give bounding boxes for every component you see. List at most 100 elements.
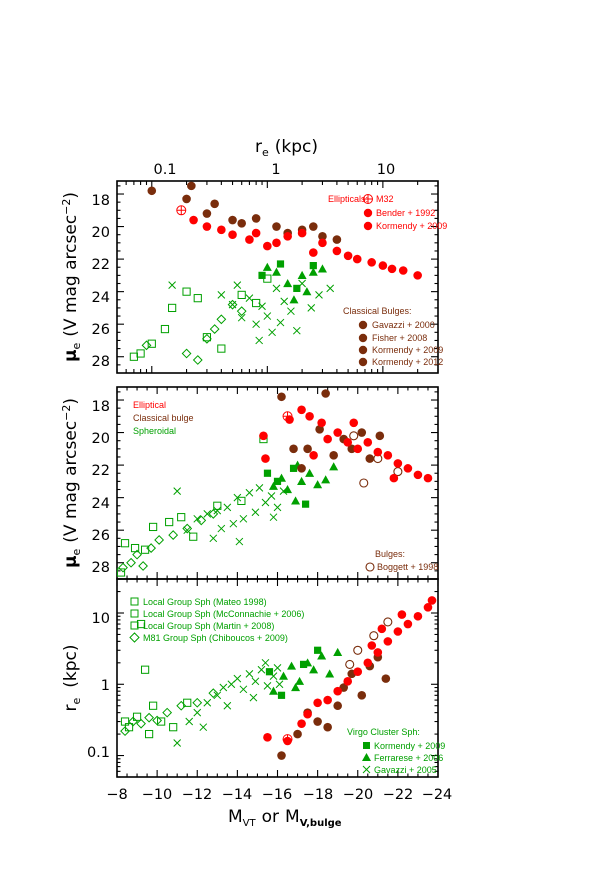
sph-filled-square-point [309,262,317,270]
sph-cross-point [252,320,260,329]
x-tick-label: −24 [422,787,453,803]
x-tick-label: −10 [142,787,173,803]
sph-diamond-point [128,716,138,727]
sph-cross-point [209,534,218,543]
legend-title-virgo: Virgo Cluster Sph: [347,727,420,737]
legend-label-m32: M32 [376,194,394,204]
sph-cross-point [213,506,222,515]
sph-filled-square-point [299,660,308,669]
sph-diamond-point [138,561,148,571]
elliptical-point [343,438,353,447]
elliptical-point [309,451,318,460]
sph-cross-point [203,510,212,518]
sph-triangle-point [297,476,307,485]
y-tick-label: 20 [92,431,110,447]
sph-diamond-point [182,523,193,534]
bulge-open-point [359,478,369,488]
sph-square-point [120,539,130,548]
elliptical-point [202,222,212,231]
sph-cross-point [287,307,295,316]
y-tick-label: 28 [92,560,110,576]
sph-square-point [252,298,261,308]
elliptical-point [343,251,353,261]
sph-triangle-point [289,295,299,304]
sph-square-point [168,303,177,313]
legend-classical-bulge: Classical bulge [133,413,194,423]
sph-cross-point [199,723,208,732]
elliptical-point [367,258,376,267]
bulge-point [237,219,246,228]
sph-filled-square-point [293,284,301,292]
elliptical-point [217,225,226,235]
elliptical-point [259,431,268,441]
sph-diamond-point [208,688,219,699]
sph-diamond-point [146,543,157,553]
elliptical-point [387,264,397,274]
sph-cross-point [223,701,232,710]
elliptical-point [397,610,407,619]
sph-diamond-point [126,557,136,568]
sph-square-point [202,333,212,342]
bulge-point [182,194,191,204]
bulge-point [210,199,219,209]
elliptical-point [427,596,437,605]
sph-diamond-point [192,355,203,365]
x-tick-label: −16 [262,787,293,803]
bulge-point [187,181,196,191]
m32-point [282,411,293,422]
legend-label-gavazzi: Gavazzi + 2000 [372,320,435,330]
elliptical-point [228,230,237,239]
sph-cross-point [233,674,242,683]
y-tick-label: 24 [92,290,110,306]
legend-label-k2009: Kormendy + 2009 [372,345,443,355]
sph-diamond-point [154,535,165,545]
sph-filled-square-point [276,260,285,268]
sph-triangle-point [283,279,293,288]
y-tick-label: 26 [92,528,110,544]
top-tick-label: 0.1 [153,162,176,178]
bulge-open-point [349,431,359,441]
sph-diamond-point [162,707,173,718]
sph-diamond-point [132,549,142,560]
x-tick-label: −8 [106,787,127,803]
elliptical-point [377,624,387,634]
sph-filled-square-point [265,668,274,676]
top-tick-label: 10 [377,162,395,178]
sph-cross-point [249,693,258,702]
elliptical-point [353,667,363,677]
sph-square-point [130,543,140,553]
elliptical-point [263,241,272,251]
sph-cross-point [245,294,254,303]
legend-marker-kormendy-virgo [363,742,370,749]
elliptical-point [352,254,362,264]
bulge-point [147,186,157,196]
y-tick-label: 24 [92,496,110,512]
sph-diamond-point [118,562,128,573]
sph-triangle-point [309,665,319,674]
sph-square-point [129,352,138,361]
sph-cross-point [268,328,276,337]
bulge-point [321,389,330,398]
sph-triangle-point [277,473,287,482]
sph-cross-point [229,519,238,528]
sph-diamond-point [208,509,219,519]
y-tick-label: 28 [92,354,110,370]
sph-cross-point [276,318,285,327]
sph-cross-point [272,284,281,293]
sph-filled-square-point [277,691,286,699]
elliptical-point [245,235,254,244]
elliptical-point [305,411,314,421]
y-axis-label-bottom: re(kpc) [61,644,83,711]
sph-triangle-point [321,475,331,484]
sph-cross-point [307,304,316,312]
sph-filled-square-point [258,271,266,279]
sph-square-point [217,344,226,353]
m32-point [282,734,293,745]
elliptical-point [349,418,359,428]
bulge-point [332,235,342,244]
elliptical-point [332,246,342,256]
legend-label-mcconnachie: Local Group Sph (McConnachie + 2006) [143,609,304,619]
sph-cross-point [251,677,260,686]
bulge-open-point [345,659,355,669]
